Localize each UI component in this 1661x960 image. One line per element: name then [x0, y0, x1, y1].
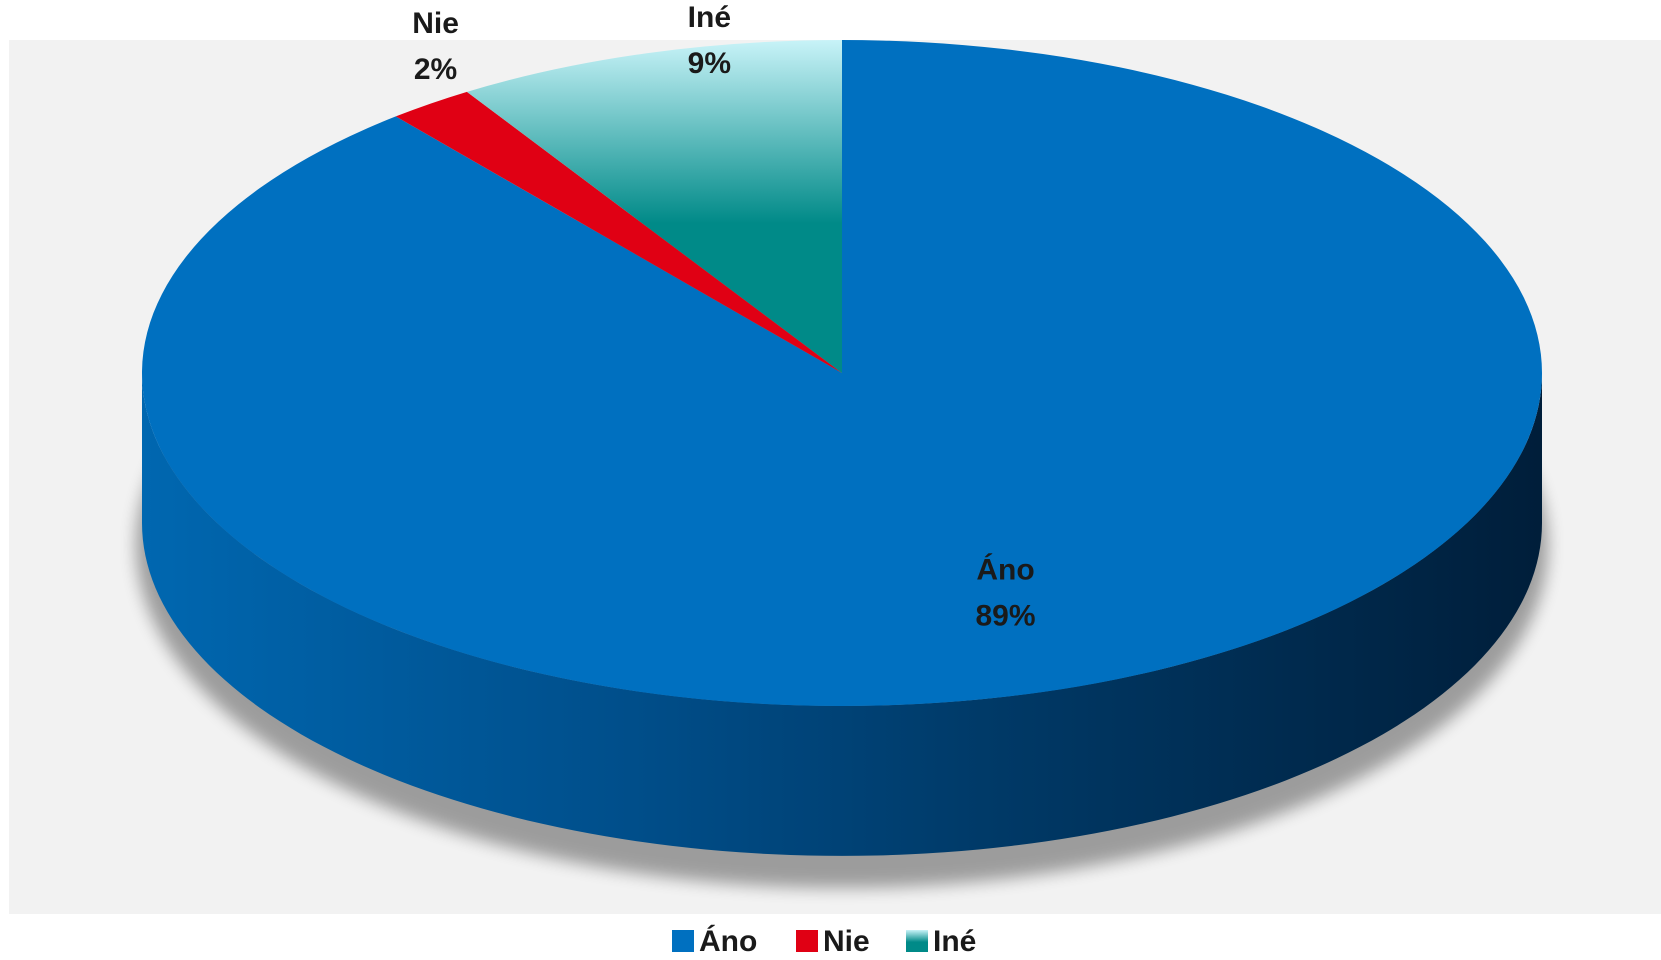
pie-slice-nie	[395, 91, 842, 373]
pie-side-wall	[142, 373, 1542, 856]
legend-label-ano: Áno	[699, 924, 757, 955]
legend-swatch-ine	[906, 930, 928, 952]
legend-swatch-nie	[796, 930, 818, 952]
legend-label-ine: Iné	[933, 925, 976, 955]
legend: Áno Nie Iné	[672, 924, 976, 958]
legend-swatch-ano	[672, 930, 694, 952]
pie-label-nie-name: Nie	[412, 7, 459, 40]
pie-label-ine-name: Iné	[688, 1, 731, 34]
pie-label-ano-name: Áno	[976, 553, 1034, 587]
legend-label-nie: Nie	[823, 925, 870, 955]
pie-label-nie-pct: 2%	[414, 53, 457, 86]
pie-label-ano-pct: 89%	[975, 600, 1035, 633]
pie-slice-ine	[466, 40, 842, 373]
pie-label-ine-pct: 9%	[688, 47, 731, 80]
